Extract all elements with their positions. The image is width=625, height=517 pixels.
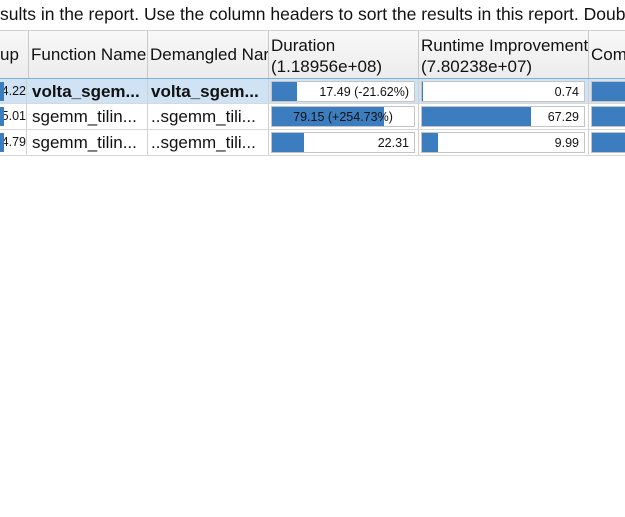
speedup-bar bbox=[0, 82, 4, 101]
demangled-name-cell: ..sgemm_tili... bbox=[148, 130, 269, 155]
column-header-speedup[interactable]: up bbox=[0, 31, 29, 78]
column-header-function-name[interactable]: Function Name bbox=[29, 31, 148, 78]
next-column-bar bbox=[591, 132, 625, 153]
next-column-cell bbox=[589, 79, 625, 104]
runtime-improvement-value: 67.29 bbox=[547, 110, 579, 124]
runtime-improvement-value: 9.99 bbox=[554, 136, 579, 150]
duration-bar: 17.49 (-21.62%) bbox=[271, 81, 415, 102]
next-column-bar bbox=[591, 106, 625, 127]
runtime-improvement-cell: 67.29 bbox=[419, 104, 589, 129]
runtime-improvement-bar: 0.74 bbox=[421, 81, 585, 102]
speedup-value: 4.22 bbox=[1, 84, 26, 98]
runtime-improvement-bar: 9.99 bbox=[421, 132, 585, 153]
duration-bar-fill bbox=[272, 82, 297, 101]
table-row[interactable]: 4.22 volta_sgem... volta_sgem... 17.49 (… bbox=[0, 78, 625, 104]
results-table[interactable]: up Function Name Demangled Nar Duration … bbox=[0, 30, 625, 158]
demangled-name-cell: ..sgemm_tili... bbox=[148, 104, 269, 129]
duration-cell: 79.15 (+254.73%) bbox=[269, 104, 419, 129]
runtime-improvement-cell: 9.99 bbox=[419, 130, 589, 155]
duration-bar-fill bbox=[272, 133, 304, 152]
runtime-improvement-bar-fill bbox=[422, 133, 439, 152]
duration-value: 79.15 (+254.73%) bbox=[293, 110, 393, 124]
column-header-runtime-improvement[interactable]: Runtime Improvement (7.80238e+07) bbox=[419, 31, 589, 78]
speedup-value: 4.79 bbox=[1, 135, 26, 149]
speedup-cell: 4.79 bbox=[0, 130, 27, 155]
duration-value: 22.31 bbox=[377, 136, 409, 150]
next-column-cell bbox=[589, 130, 625, 155]
table-row[interactable]: 5.01 sgemm_tilin... ..sgemm_tili... 79.1… bbox=[0, 104, 625, 130]
column-header-duration[interactable]: Duration (1.18956e+08) bbox=[269, 31, 419, 78]
column-header-next[interactable]: Com bbox=[589, 31, 625, 78]
next-column-bar bbox=[591, 81, 625, 102]
speedup-value: 5.01 bbox=[1, 109, 26, 123]
next-column-bar-fill bbox=[592, 82, 625, 101]
runtime-improvement-bar: 67.29 bbox=[421, 106, 585, 127]
demangled-name-cell: volta_sgem... bbox=[148, 79, 269, 104]
column-header-demangled-name[interactable]: Demangled Nar bbox=[148, 31, 269, 78]
table-row[interactable]: 4.79 sgemm_tilin... ..sgemm_tili... 22.3… bbox=[0, 130, 625, 156]
runtime-improvement-bar-fill bbox=[422, 107, 531, 126]
runtime-improvement-cell: 0.74 bbox=[419, 79, 589, 104]
next-column-cell bbox=[589, 104, 625, 129]
runtime-improvement-bar-fill bbox=[422, 82, 424, 101]
runtime-improvement-value: 0.74 bbox=[554, 85, 579, 99]
function-name-cell: sgemm_tilin... bbox=[29, 104, 148, 129]
function-name-cell: sgemm_tilin... bbox=[29, 130, 148, 155]
duration-bar: 79.15 (+254.73%) bbox=[271, 106, 415, 127]
table-header: up Function Name Demangled Nar Duration … bbox=[0, 30, 625, 79]
next-column-bar-fill bbox=[592, 133, 625, 152]
speedup-cell: 4.22 bbox=[0, 79, 27, 104]
duration-cell: 22.31 bbox=[269, 130, 419, 155]
function-name-cell: volta_sgem... bbox=[29, 79, 148, 104]
duration-cell: 17.49 (-21.62%) bbox=[269, 79, 419, 104]
speedup-bar bbox=[0, 107, 4, 126]
duration-bar-fill bbox=[272, 107, 385, 126]
report-description: sults in the report. Use the column head… bbox=[0, 4, 625, 24]
speedup-bar bbox=[0, 133, 4, 152]
next-column-bar-fill bbox=[592, 107, 625, 126]
duration-bar: 22.31 bbox=[271, 132, 415, 153]
speedup-cell: 5.01 bbox=[0, 104, 27, 129]
duration-value: 17.49 (-21.62%) bbox=[319, 85, 409, 99]
